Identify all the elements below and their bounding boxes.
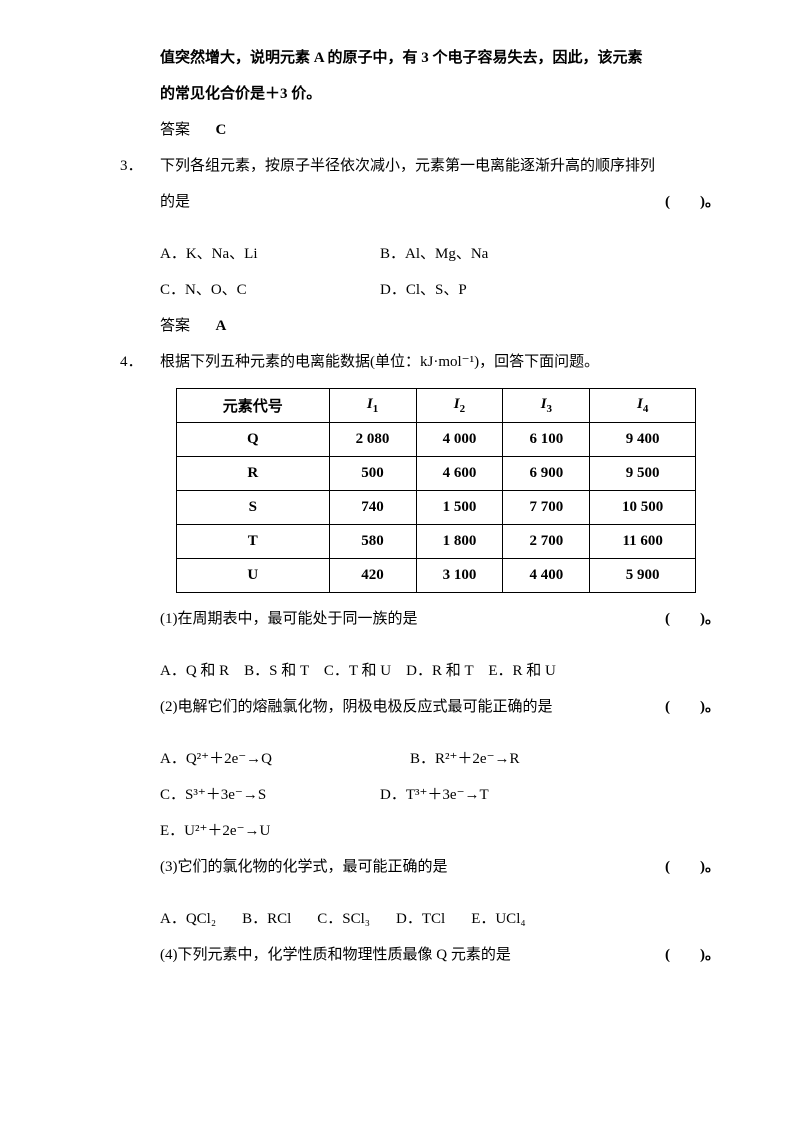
q4-p3-row: (3)它们的氯化物的化学式，最可能正确的是 ( )。 — [80, 849, 720, 885]
q3-stem-1: 下列各组元素，按原子半径依次减小，元素第一电离能逐渐升高的顺序排列 — [160, 148, 720, 184]
q3-opts-row1: A．K、Na、Li B．Al、Mg、Na — [80, 236, 720, 272]
q3-optB: B．Al、Mg、Na — [380, 236, 720, 272]
q4-p4-paren: ( )。 — [665, 937, 720, 973]
th-i4: I4 — [590, 389, 696, 423]
th-i1: I1 — [329, 389, 416, 423]
q4-p3-optE: E．UCl₄ — [471, 901, 525, 937]
q4-p3-optC: C．SCl₃ — [317, 901, 370, 937]
q3-row1: 3． 下列各组元素，按原子半径依次减小，元素第一电离能逐渐升高的顺序排列 — [80, 148, 720, 184]
q4-p3-opts: A．QCl₂ B．RCl C．SCl₃ D．TCl E．UCl₄ — [80, 901, 720, 937]
q3-number: 3． — [120, 148, 160, 184]
q4-p2-opts-row1: A．Q²⁺＋2e⁻→Q B．R²⁺＋2e⁻→R — [80, 741, 720, 777]
q3-optC: C．N、O、C — [160, 272, 380, 308]
prev-explanation-line1: 值突然增大，说明元素 A 的原子中，有 3 个电子容易失去，因此，该元素 — [80, 40, 720, 76]
table-row: R 500 4 600 6 900 9 500 — [177, 457, 696, 491]
q4-p3-optA: A．QCl₂ — [160, 901, 216, 937]
th-element: 元素代号 — [177, 389, 330, 423]
q3-answer-row: 答案 A — [80, 308, 720, 344]
prev-answer-row: 答案 C — [80, 112, 720, 148]
q4-p1-opts: A．Q 和 R B．S 和 T C．T 和 U D．R 和 T E．R 和 U — [80, 653, 720, 689]
q3-optA: A．K、Na、Li — [160, 236, 380, 272]
q4-p3-optB: B．RCl — [242, 901, 291, 937]
table-row: T 580 1 800 2 700 11 600 — [177, 525, 696, 559]
answer-value: A — [216, 318, 227, 334]
answer-label: 答案 — [160, 122, 190, 138]
q4-p2-optB: B．R²⁺＋2e⁻→R — [410, 741, 720, 777]
q4-stem: 根据下列五种元素的电离能数据(单位：kJ·mol⁻¹)，回答下面问题。 — [160, 344, 720, 380]
q4-p1-stem: (1)在周期表中，最可能处于同一族的是 — [160, 601, 418, 637]
q4-p2-paren: ( )。 — [665, 689, 720, 725]
q4-p3-optD: D．TCl — [396, 901, 445, 937]
th-i3: I3 — [503, 389, 590, 423]
q3-row2: 的是 ( )。 — [80, 184, 720, 220]
q4-p1-row: (1)在周期表中，最可能处于同一族的是 ( )。 — [80, 601, 720, 637]
q4-p1-paren: ( )。 — [665, 601, 720, 637]
answer-label: 答案 — [160, 318, 190, 334]
q4-p2-stem: (2)电解它们的熔融氯化物，阴极电极反应式最可能正确的是 — [160, 689, 553, 725]
q4-p2-optA: A．Q²⁺＋2e⁻→Q — [160, 741, 410, 777]
prev-explanation-line2: 的常见化合价是＋3 价。 — [80, 76, 720, 112]
table-row: S 740 1 500 7 700 10 500 — [177, 491, 696, 525]
answer-value: C — [216, 122, 227, 138]
ionization-table: 元素代号 I1 I2 I3 I4 Q 2 080 4 000 6 100 9 4… — [176, 388, 696, 593]
q4-p2-row: (2)电解它们的熔融氯化物，阴极电极反应式最可能正确的是 ( )。 — [80, 689, 720, 725]
q4-p2-optD: D．T³⁺＋3e⁻→T — [380, 777, 720, 813]
q3-stem-2: 的是 — [160, 184, 190, 220]
q4-p4-stem: (4)下列元素中，化学性质和物理性质最像 Q 元素的是 — [160, 937, 511, 973]
table-row: Q 2 080 4 000 6 100 9 400 — [177, 423, 696, 457]
q4-p2-optE: E．U²⁺＋2e⁻→U — [80, 813, 720, 849]
q3-opts-row2: C．N、O、C D．Cl、S、P — [80, 272, 720, 308]
q4-p2-optC: C．S³⁺＋3e⁻→S — [160, 777, 380, 813]
q4-p4-row: (4)下列元素中，化学性质和物理性质最像 Q 元素的是 ( )。 — [80, 937, 720, 973]
table-header-row: 元素代号 I1 I2 I3 I4 — [177, 389, 696, 423]
table-row: U 420 3 100 4 400 5 900 — [177, 559, 696, 593]
q4-p3-paren: ( )。 — [665, 849, 720, 885]
q4-row1: 4． 根据下列五种元素的电离能数据(单位：kJ·mol⁻¹)，回答下面问题。 — [80, 344, 720, 380]
q4-p3-stem: (3)它们的氯化物的化学式，最可能正确的是 — [160, 849, 448, 885]
q4-p2-opts-row2: C．S³⁺＋3e⁻→S D．T³⁺＋3e⁻→T — [80, 777, 720, 813]
ionization-table-wrap: 元素代号 I1 I2 I3 I4 Q 2 080 4 000 6 100 9 4… — [80, 388, 720, 593]
q3-paren: ( )。 — [665, 184, 720, 220]
th-i2: I2 — [416, 389, 503, 423]
q4-number: 4． — [120, 344, 160, 380]
q3-optD: D．Cl、S、P — [380, 272, 720, 308]
